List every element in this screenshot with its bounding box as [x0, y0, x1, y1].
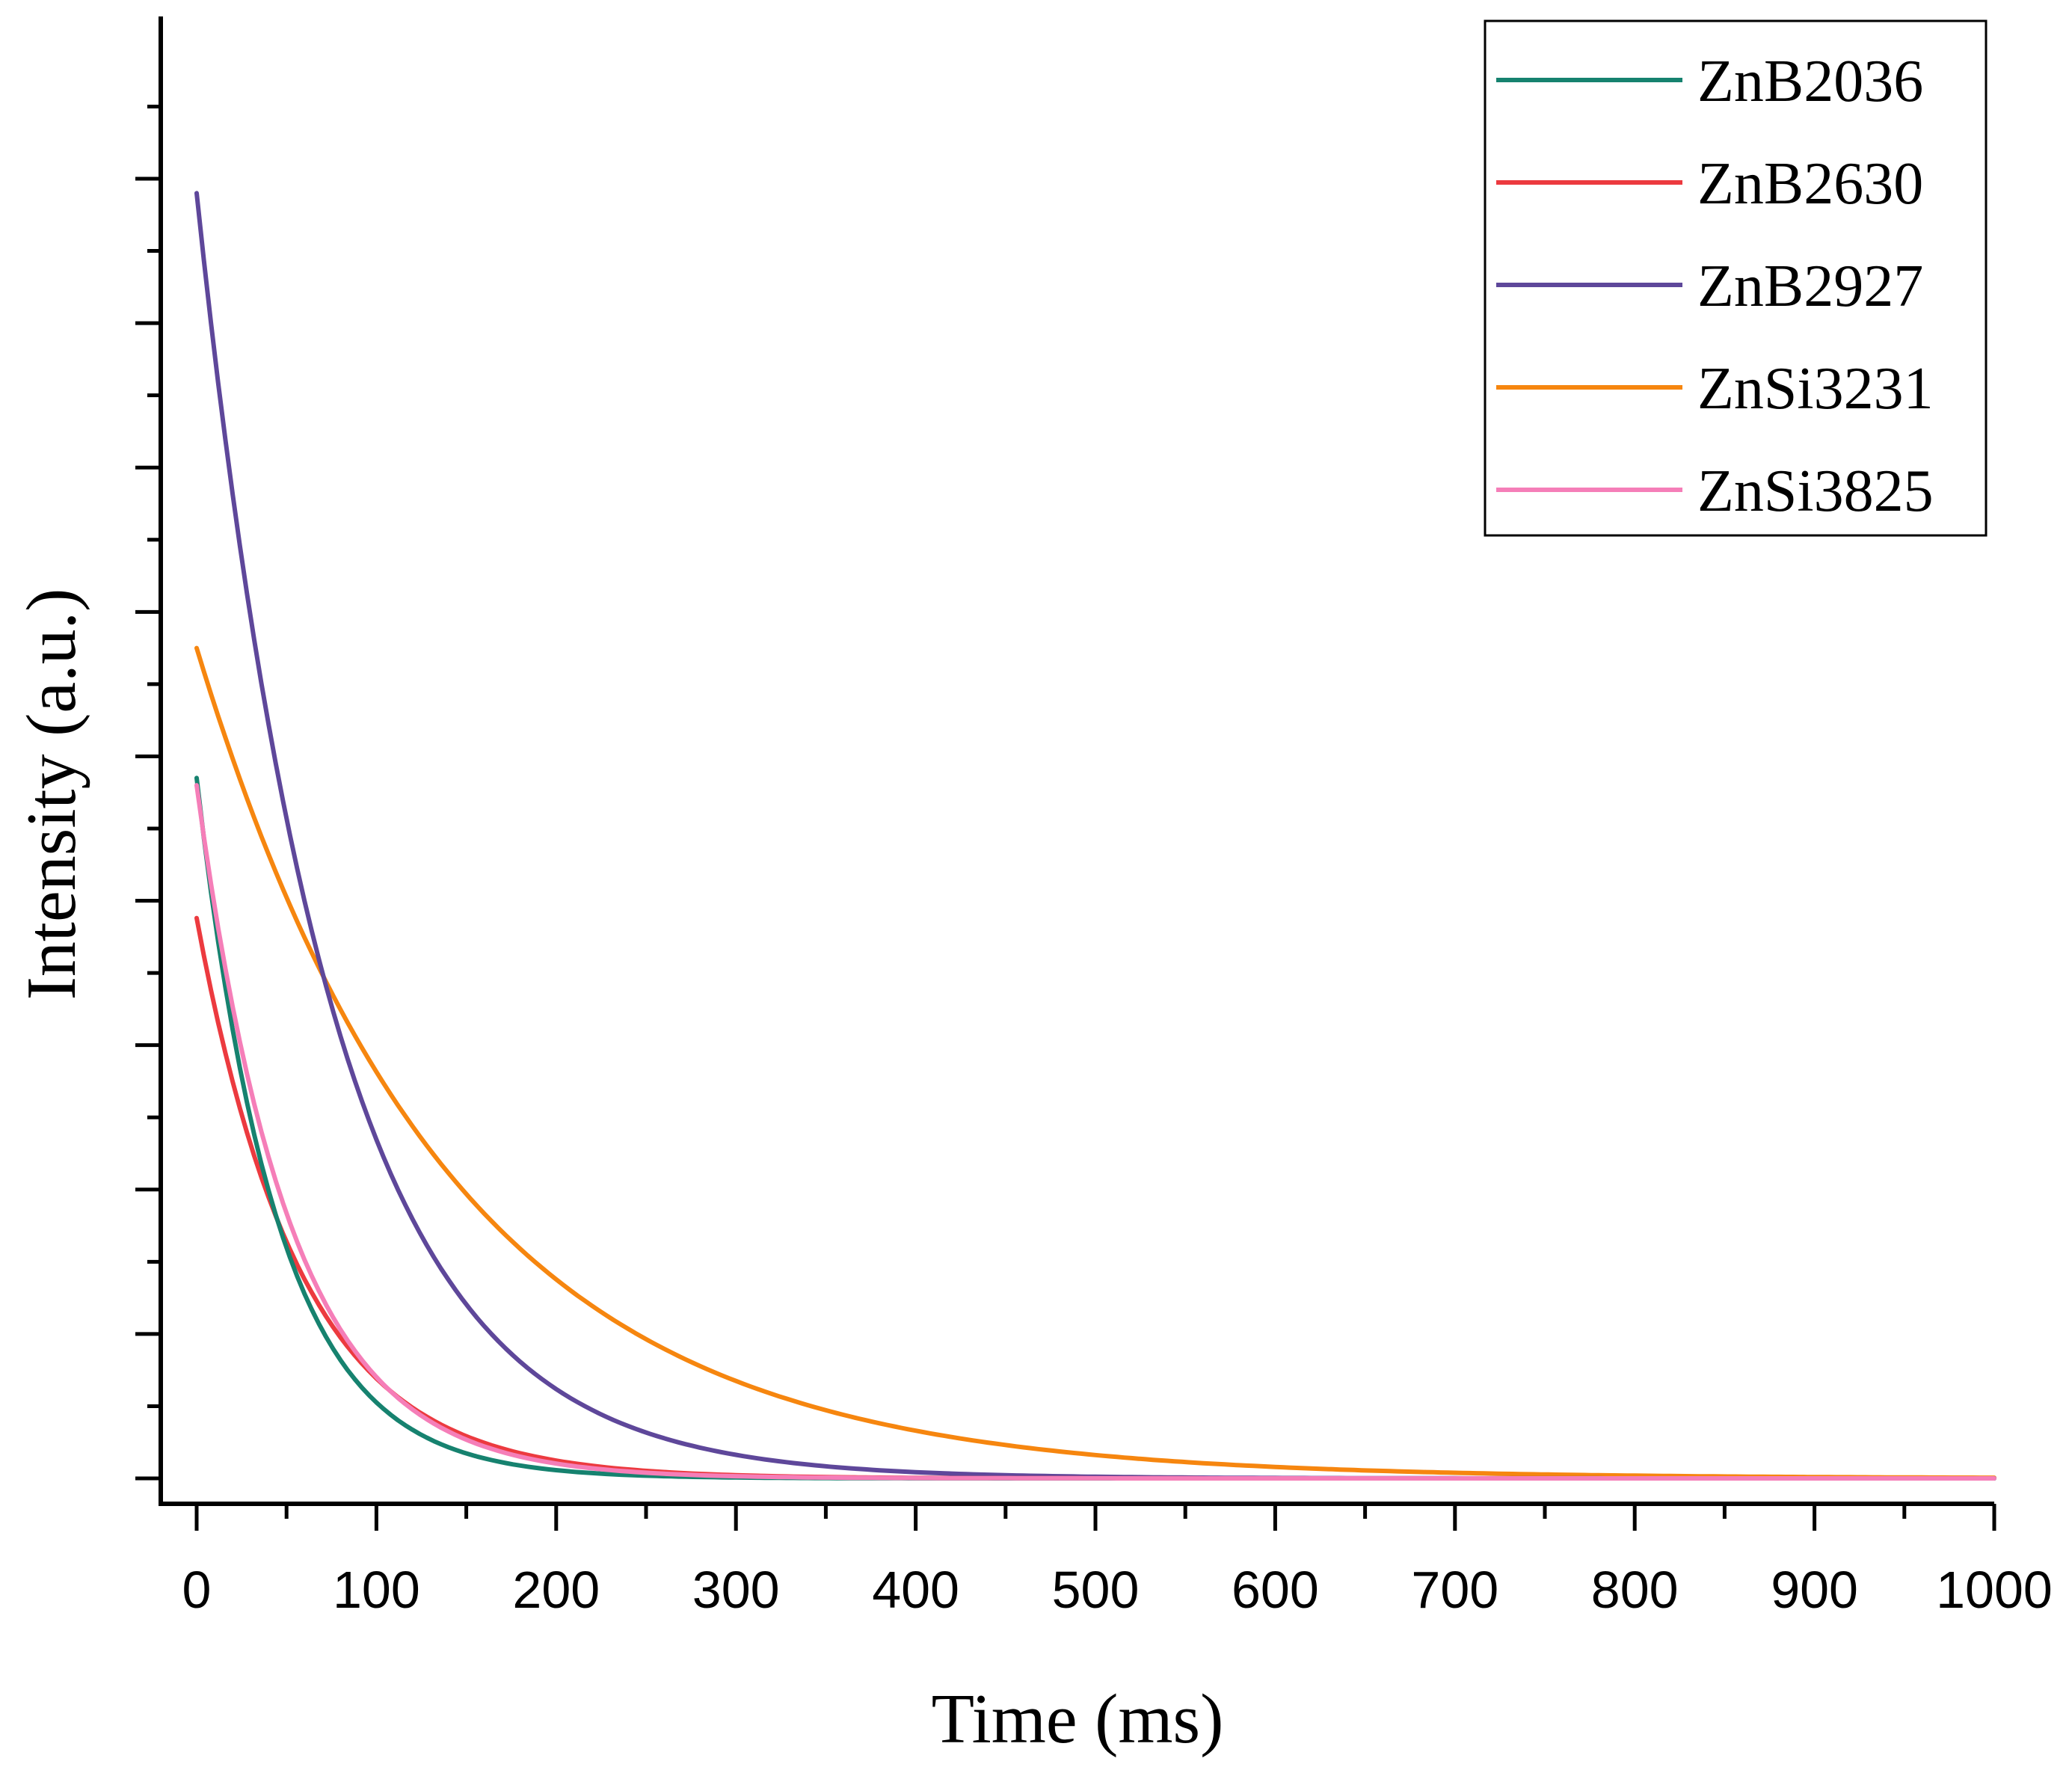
series-line-znsi3825 [194, 783, 1996, 1481]
x-tick-label: 100 [333, 1561, 420, 1619]
legend-label-znsi3825: ZnSi3825 [1697, 458, 1934, 524]
x-tick-label: 1000 [1936, 1561, 2053, 1619]
curves-layer [194, 191, 1996, 1481]
legend-label-znb2630: ZnB2630 [1697, 151, 1923, 217]
x-tick-label: 400 [872, 1561, 959, 1619]
legend-box [1484, 19, 1988, 537]
y-ticks [135, 104, 161, 1481]
x-tick-label: 200 [512, 1561, 600, 1619]
legend-label-znsi3231: ZnSi3231 [1697, 356, 1934, 422]
x-tick-label: 800 [1591, 1561, 1679, 1619]
x-ticks: 0 100 200 300 400 500 600 700 800 900 1000 [182, 1504, 2053, 1619]
legend-label-znb2036: ZnB2036 [1697, 49, 1923, 114]
x-tick-label: 300 [692, 1561, 780, 1619]
x-tick-label: 0 [182, 1561, 212, 1619]
x-tick-label: 900 [1771, 1561, 1858, 1619]
x-axis-title: Time (ms) [932, 1680, 1224, 1758]
x-tick-label: 500 [1052, 1561, 1140, 1619]
y-axis-title: Intensity (a.u.) [13, 589, 90, 1001]
x-tick-label: 700 [1411, 1561, 1498, 1619]
x-tick-label: 600 [1232, 1561, 1319, 1619]
legend: ZnB2036 ZnB2630 ZnB2927 ZnSi3231 ZnSi3825 [1484, 19, 1988, 537]
legend-label-znb2927: ZnB2927 [1697, 254, 1923, 319]
